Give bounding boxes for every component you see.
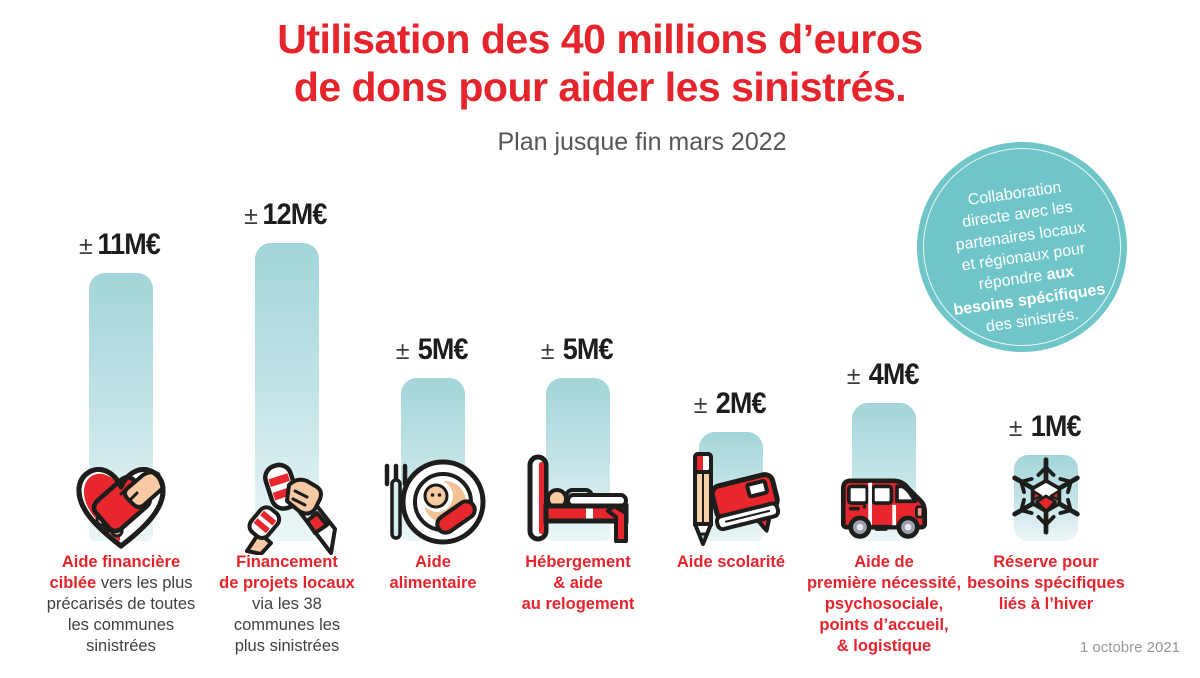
- bar-value-label: ±11M€: [26, 228, 216, 264]
- bar-value-label: ± 5M€: [483, 333, 673, 369]
- chart-column-aide-financiere: ±11M€ Aide financière ciblée vers les pl…: [26, 0, 216, 678]
- bar-value-label: ± 4M€: [789, 358, 979, 394]
- bar-value: 2M€: [715, 387, 767, 420]
- category-label: Aide de première nécessité, psychosocial…: [796, 552, 972, 658]
- chart-column-hebergement: ± 5M€ Hébergement & aide au relogement: [483, 0, 673, 678]
- bar-value: 5M€: [562, 333, 614, 366]
- plus-minus-sign: ±: [78, 232, 93, 260]
- plus-minus-sign: ±: [540, 337, 555, 365]
- bar-value-label: ± 5M€: [338, 333, 528, 369]
- bar-value: 5M€: [417, 333, 469, 366]
- label-bold: Réserve pour besoins spécifiques liés à …: [967, 553, 1125, 614]
- label-bold: Aide financière ciblée: [49, 553, 181, 593]
- bed-icon: [520, 453, 636, 545]
- chart-column-projets-locaux: ±12M€ Financement de: [192, 0, 382, 678]
- van-icon: [834, 463, 934, 545]
- plus-minus-sign: ±: [1008, 414, 1023, 442]
- category-label: Aide scolarité: [643, 552, 819, 573]
- label-bold: Financement de projets locaux: [219, 553, 355, 593]
- label-rest: vers les plus précarisés de toutes les c…: [46, 574, 196, 656]
- handshake-heart-icon: [69, 458, 173, 552]
- category-label: Aide financière ciblée vers les plus pré…: [33, 552, 209, 658]
- snowflake-icon: [1006, 454, 1086, 538]
- category-label: Financement de projets locaux via les 38…: [199, 552, 375, 658]
- category-label: Aide alimentaire: [345, 552, 521, 594]
- bar-value-label: ± 1M€: [951, 410, 1141, 446]
- page-title: Utilisation des 40 millions d’euros de d…: [0, 16, 1200, 112]
- chart-column-aide-scolarite: ± 2M€ Aide scolarité: [636, 0, 826, 678]
- clasped-hands-icon: [237, 451, 337, 555]
- chart-column-premiere-necessite: ± 4M€ Aide de première nécessité, psycho…: [789, 0, 979, 678]
- bar-value: 12M€: [262, 198, 327, 231]
- bar-value: 1M€: [1030, 410, 1082, 443]
- label-bold: Aide scolarité: [676, 553, 786, 571]
- label-bold: Hébergement & aide au relogement: [521, 553, 635, 614]
- meal-plate-icon: [377, 450, 489, 550]
- plus-minus-sign: ±: [846, 362, 861, 390]
- label-rest: via les 38 communes les plus sinistrées: [233, 595, 341, 656]
- bar-value: 4M€: [868, 358, 920, 391]
- plus-minus-sign: ±: [693, 391, 708, 419]
- page-subtitle: Plan jusque fin mars 2022: [497, 128, 787, 156]
- chart-column-aide-alimentaire: ± 5M€ Aide alimentaire: [338, 0, 528, 678]
- title-line-1: Utilisation des 40 millions d’euros: [277, 16, 923, 62]
- chart-column-reserve-hiver: ± 1M€ Réser: [951, 0, 1141, 678]
- pencil-book-icon: [675, 446, 787, 548]
- bar-value: 11M€: [97, 228, 160, 261]
- plus-minus-sign: ±: [244, 202, 258, 230]
- title-line-2: de dons pour aider les sinistrés.: [293, 63, 907, 110]
- plus-minus-sign: ±: [395, 337, 410, 365]
- label-bold: Aide alimentaire: [389, 553, 477, 593]
- category-label: Réserve pour besoins spécifiques liés à …: [958, 552, 1134, 615]
- bar-value-label: ±12M€: [192, 198, 382, 234]
- publication-date: 1 octobre 2021: [1079, 639, 1180, 656]
- bar-value-label: ± 2M€: [636, 387, 826, 423]
- category-label: Hébergement & aide au relogement: [490, 552, 666, 615]
- label-bold: Aide de première nécessité, psychosocial…: [806, 553, 962, 656]
